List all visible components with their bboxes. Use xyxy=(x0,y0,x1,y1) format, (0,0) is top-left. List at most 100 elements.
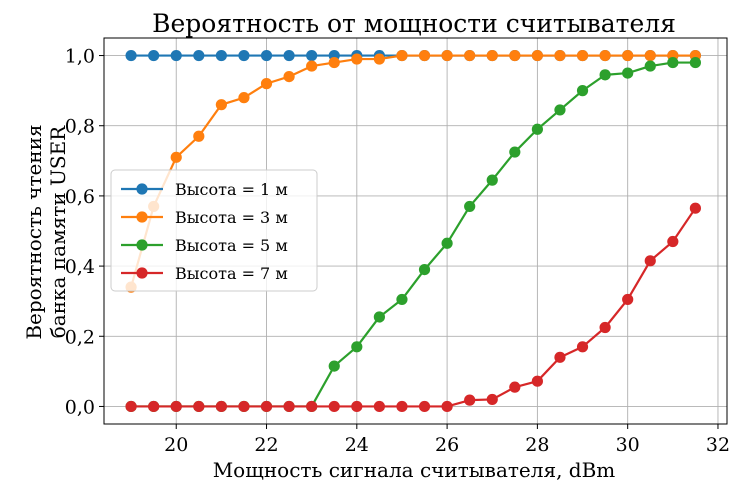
data-point xyxy=(373,53,385,65)
data-point xyxy=(667,235,679,248)
data-point xyxy=(238,92,250,104)
y-tick-label: 0,6 xyxy=(65,186,95,208)
data-point xyxy=(441,237,453,249)
data-point xyxy=(418,400,431,413)
y-tick-label: 0,8 xyxy=(65,116,95,138)
y-tick-label: 0,2 xyxy=(65,326,95,348)
data-point xyxy=(554,49,566,62)
data-point xyxy=(644,60,656,72)
legend-label: Высота = 3 м xyxy=(175,208,288,227)
data-point xyxy=(148,49,160,62)
series-group xyxy=(125,49,701,413)
data-point xyxy=(531,375,543,387)
data-point xyxy=(260,78,273,90)
y-tick-label: 1,0 xyxy=(65,46,95,68)
data-point xyxy=(215,99,227,111)
x-axis: 20 22 24 26 28 30 32 xyxy=(164,424,730,456)
data-point xyxy=(193,130,205,142)
data-point xyxy=(644,49,656,62)
data-point xyxy=(441,400,453,413)
data-point xyxy=(170,49,182,62)
data-point xyxy=(509,49,521,62)
data-point xyxy=(486,174,498,186)
x-axis-label: Мощность сигнала считывателя, dBm xyxy=(213,458,616,482)
y-axis-label-line-1: Вероятность чтения xyxy=(22,124,46,339)
data-point xyxy=(622,293,634,306)
legend-label: Высота = 5 м xyxy=(175,236,288,255)
data-point xyxy=(689,202,701,214)
data-point xyxy=(576,85,589,97)
data-point xyxy=(464,200,476,213)
data-point xyxy=(328,56,340,69)
data-point xyxy=(283,400,295,413)
data-point xyxy=(193,49,205,62)
data-point xyxy=(306,49,318,62)
y-axis: 0,0 0,2 0,4 0,6 0,8 1,0 xyxy=(65,46,104,418)
data-point xyxy=(622,49,634,62)
legend-marker xyxy=(136,239,148,251)
data-point xyxy=(351,53,363,65)
data-point xyxy=(125,400,137,413)
y-tick-label: 0,0 xyxy=(65,396,95,418)
data-point xyxy=(283,49,295,62)
data-point xyxy=(306,400,318,413)
legend-label: Высота = 1 м xyxy=(175,180,288,199)
plot-frame xyxy=(103,37,728,425)
data-point xyxy=(283,71,295,83)
data-point xyxy=(418,264,431,276)
legend-item: Высота = 3 м xyxy=(121,208,288,227)
data-point xyxy=(599,321,611,334)
data-point xyxy=(644,255,656,267)
data-point xyxy=(373,311,385,323)
data-point xyxy=(215,49,227,62)
x-tick-label: 24 xyxy=(345,434,369,456)
data-point xyxy=(170,151,182,163)
data-point xyxy=(351,341,363,353)
x-tick-label: 20 xyxy=(164,434,188,456)
data-point xyxy=(486,393,498,406)
x-tick-label: 26 xyxy=(435,434,459,456)
data-point xyxy=(328,400,340,413)
data-point xyxy=(418,49,431,62)
data-point xyxy=(486,49,498,62)
data-point xyxy=(238,49,250,62)
data-point xyxy=(554,104,566,116)
data-point xyxy=(554,351,566,363)
x-tick-label: 28 xyxy=(525,434,549,456)
data-point xyxy=(306,60,318,72)
data-point xyxy=(193,400,205,413)
data-point xyxy=(148,400,160,413)
data-point xyxy=(396,293,408,306)
data-point xyxy=(215,400,227,413)
y-axis-label: Вероятность чтения банка памяти USER xyxy=(22,124,70,339)
data-point xyxy=(599,49,611,62)
data-point xyxy=(125,49,137,62)
data-point xyxy=(576,341,589,353)
y-axis-label-line-2: банка памяти USER xyxy=(46,125,70,338)
data-point xyxy=(396,400,408,413)
legend-marker xyxy=(136,183,148,195)
data-point xyxy=(531,123,543,135)
data-point xyxy=(464,394,476,406)
data-point xyxy=(328,360,340,372)
legend-item: Высота = 5 м xyxy=(121,236,288,255)
data-point xyxy=(260,49,273,62)
data-point xyxy=(576,49,589,62)
legend-item: Высота = 1 м xyxy=(121,180,288,199)
legend-marker xyxy=(136,267,148,279)
legend-label: Высота = 7 м xyxy=(175,264,288,283)
data-point xyxy=(170,400,182,413)
chart-title: Вероятность от мощности считывателя xyxy=(152,9,676,38)
data-point xyxy=(351,400,363,413)
data-point xyxy=(622,67,634,79)
data-point xyxy=(396,49,408,62)
y-tick-label: 0,4 xyxy=(65,256,95,278)
data-point xyxy=(599,69,611,81)
legend-item: Высота = 7 м xyxy=(121,264,288,283)
legend-box xyxy=(110,169,318,292)
data-point xyxy=(373,400,385,413)
x-tick-label: 22 xyxy=(254,434,278,456)
series-4 xyxy=(125,202,701,413)
data-point xyxy=(260,400,273,413)
